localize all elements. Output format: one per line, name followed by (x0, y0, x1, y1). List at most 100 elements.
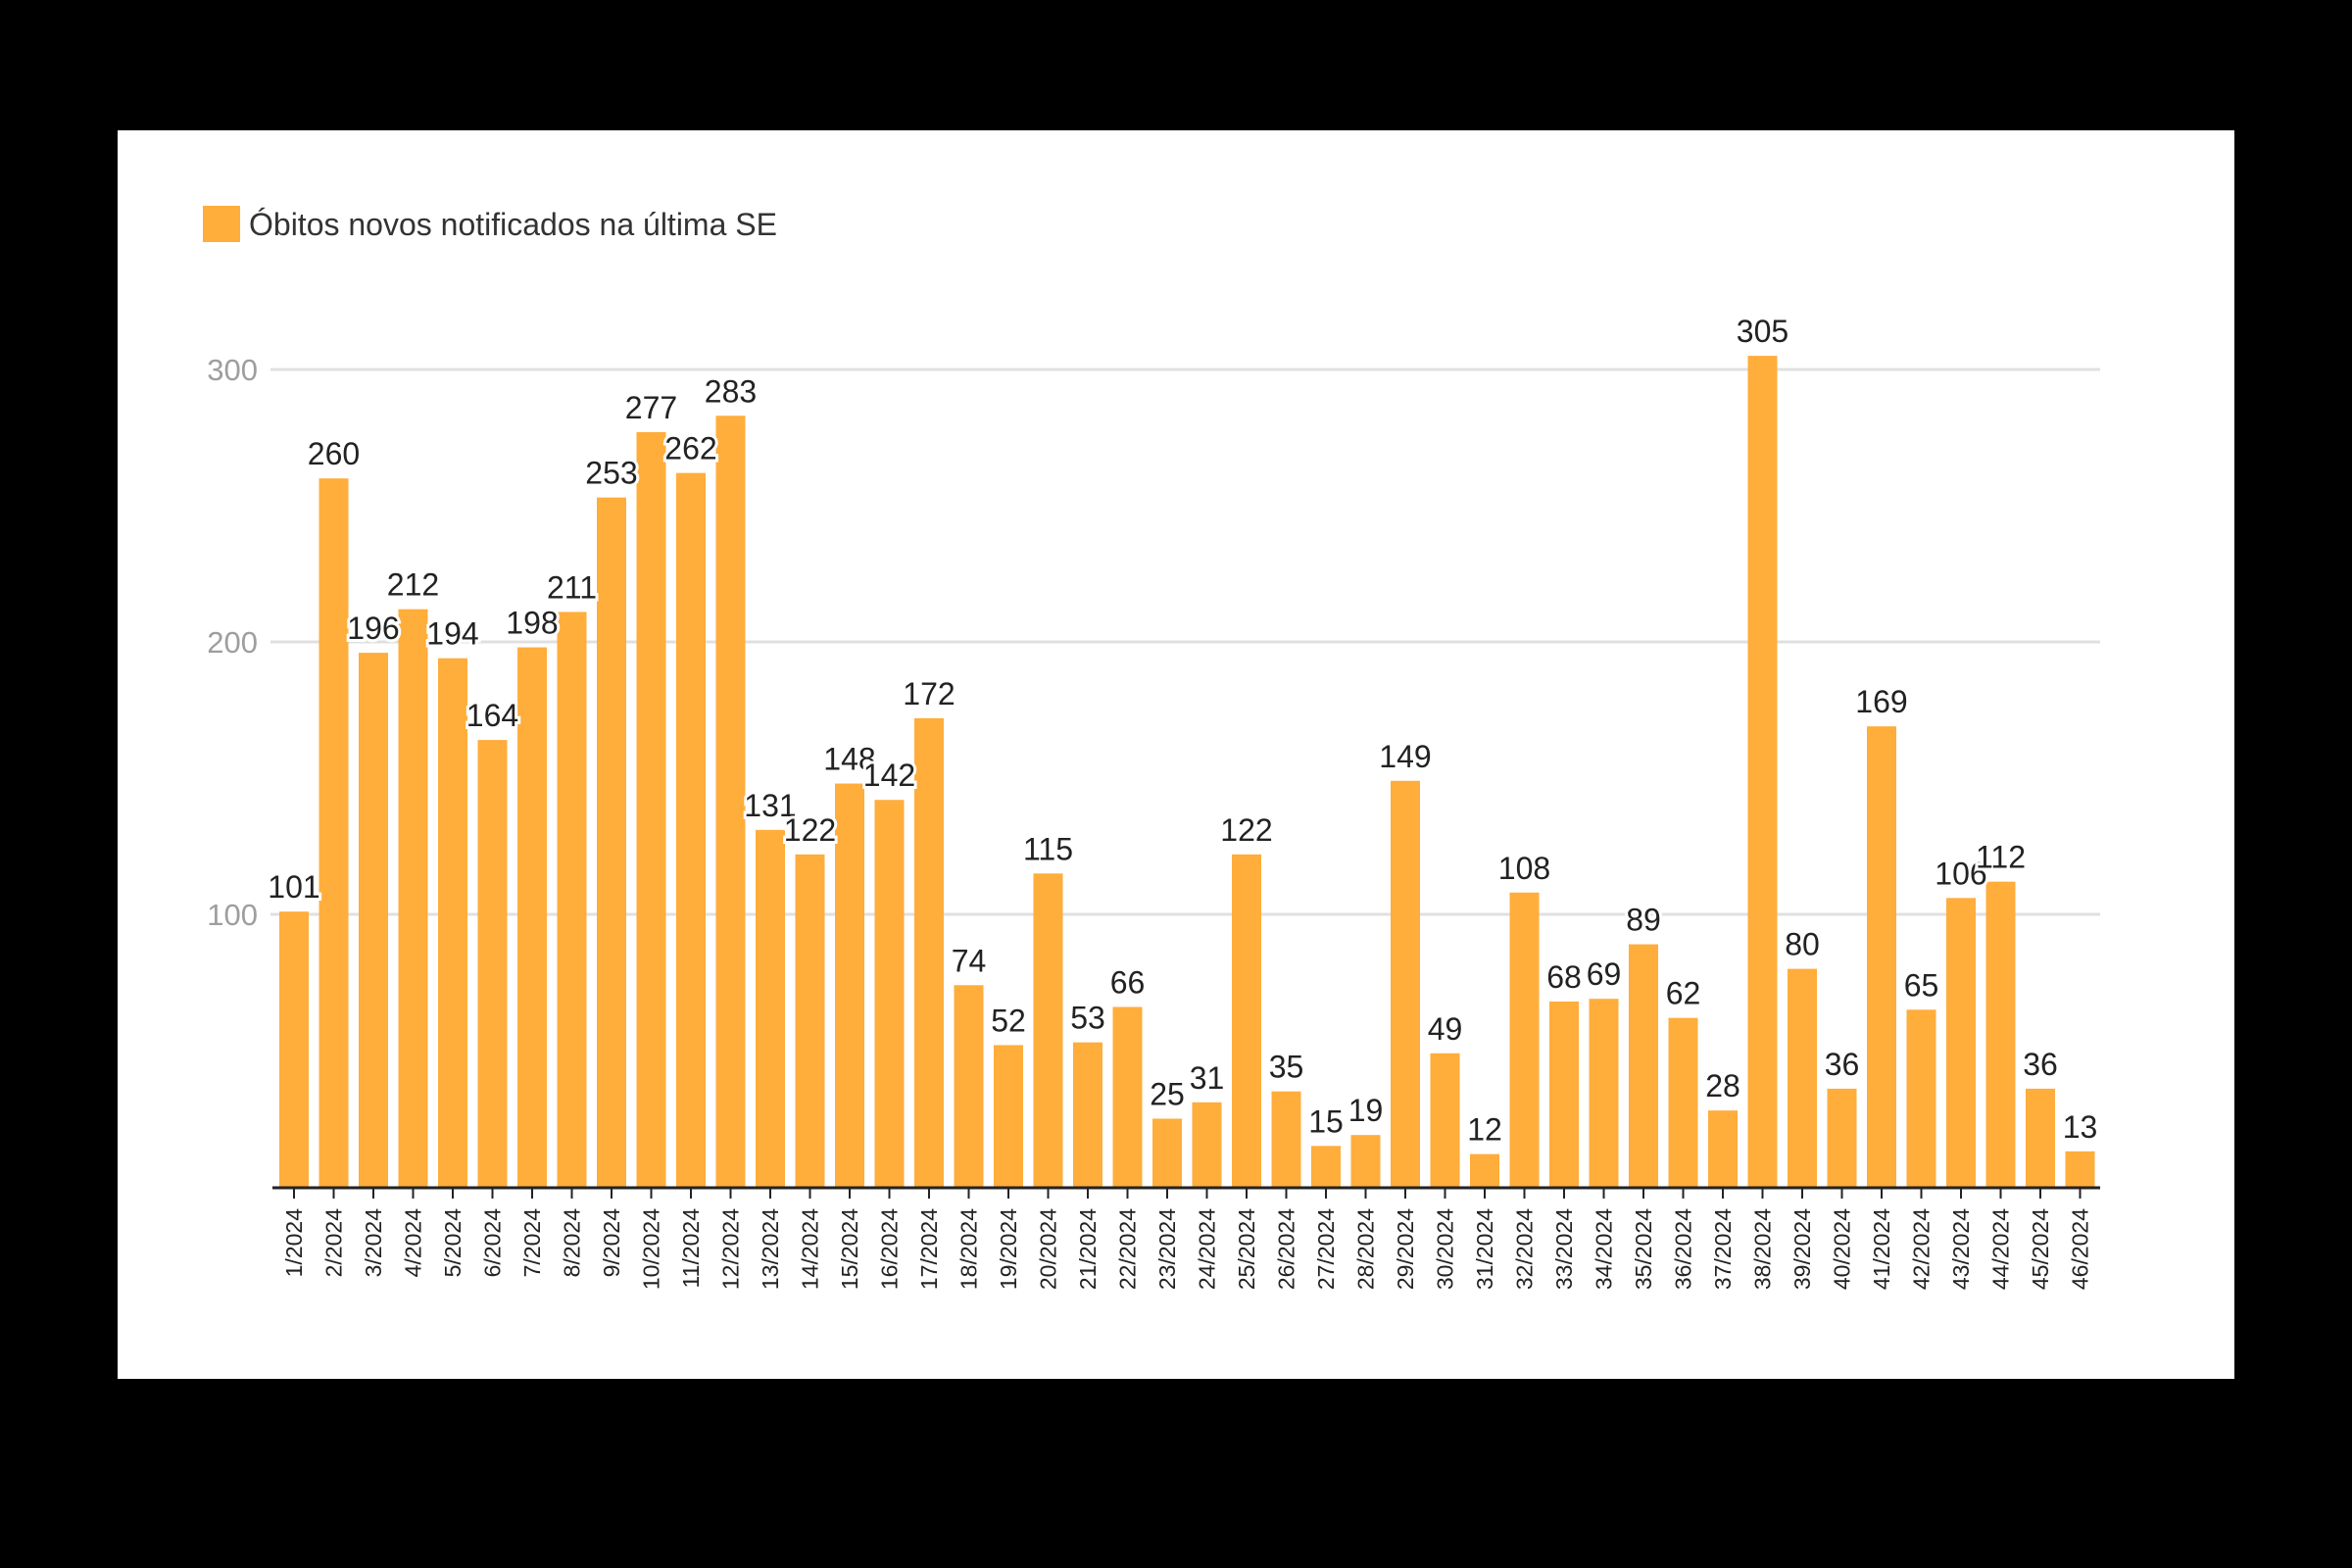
x-tick-label: 26/2024 (1274, 1208, 1299, 1290)
data-label: 69 (1587, 956, 1622, 992)
data-label: 283 (705, 373, 757, 409)
x-tick-label: 12/2024 (718, 1208, 744, 1290)
bar (318, 478, 349, 1187)
data-label: 122 (784, 812, 836, 848)
bar (914, 717, 944, 1187)
bar (1747, 356, 1778, 1188)
data-label: 212 (387, 567, 439, 603)
data-label: 101 (268, 869, 319, 905)
bar (1350, 1135, 1381, 1187)
bar (398, 609, 428, 1187)
data-label: 149 (1379, 739, 1431, 774)
x-tick-label: 29/2024 (1393, 1208, 1418, 1290)
data-label: 62 (1666, 976, 1701, 1011)
data-label: 25 (1150, 1077, 1185, 1112)
x-tick-label: 34/2024 (1592, 1208, 1617, 1290)
x-tick-label: 18/2024 (956, 1208, 982, 1290)
x-tick-label: 25/2024 (1234, 1208, 1259, 1290)
bar (1708, 1110, 1738, 1187)
data-label: 253 (585, 456, 637, 491)
x-tick-label: 5/2024 (440, 1208, 466, 1278)
bar (1946, 898, 1976, 1187)
data-label: 262 (664, 431, 716, 466)
x-tick-label: 38/2024 (1750, 1208, 1776, 1290)
data-label: 131 (744, 788, 796, 823)
data-label: 19 (1348, 1093, 1384, 1128)
x-tick-label: 15/2024 (837, 1208, 862, 1290)
data-label: 49 (1428, 1011, 1463, 1047)
data-label: 164 (466, 698, 518, 733)
bar (1589, 999, 1619, 1187)
data-label: 148 (823, 742, 875, 777)
bar (1033, 873, 1063, 1187)
x-tick-label: 37/2024 (1710, 1208, 1736, 1290)
x-tick-label: 46/2024 (2068, 1208, 2093, 1290)
data-label: 68 (1546, 959, 1582, 995)
x-tick-label: 35/2024 (1631, 1208, 1656, 1290)
x-tick-label: 40/2024 (1830, 1208, 1855, 1290)
x-tick-label: 14/2024 (798, 1208, 823, 1290)
bar (2065, 1151, 2095, 1187)
data-label: 80 (1785, 927, 1820, 962)
data-label: 12 (1467, 1112, 1502, 1148)
bar (477, 740, 508, 1187)
data-label: 211 (547, 569, 597, 605)
data-label: 66 (1110, 965, 1146, 1001)
x-tick-label: 30/2024 (1433, 1208, 1458, 1290)
data-label: 65 (1904, 967, 1939, 1003)
data-label: 89 (1626, 903, 1661, 938)
bar (874, 800, 905, 1187)
bar (1985, 881, 2016, 1187)
data-label: 108 (1498, 851, 1550, 886)
data-label: 260 (308, 436, 360, 471)
bar (1509, 892, 1540, 1187)
legend-label: Óbitos novos notificados na última SE (249, 207, 777, 242)
y-tick-label: 300 (207, 353, 258, 387)
x-tick-label: 2/2024 (321, 1208, 347, 1278)
data-label: 74 (952, 943, 987, 978)
x-tick-label: 7/2024 (519, 1208, 545, 1278)
bar (954, 985, 984, 1187)
chart-card: 100 200 300 101 260 196 212 194 164 198 211 253 277… (118, 130, 2234, 1379)
bar (636, 431, 666, 1187)
data-label: 305 (1737, 314, 1788, 349)
x-tick-label: 44/2024 (1988, 1208, 2014, 1290)
bar (1827, 1088, 1857, 1187)
x-tick-label: 17/2024 (916, 1208, 942, 1290)
data-label: 36 (2023, 1047, 2058, 1082)
x-tick-label: 11/2024 (678, 1208, 704, 1289)
bar (597, 497, 626, 1187)
x-tick-label: 45/2024 (2028, 1208, 2053, 1290)
x-tick-label: 31/2024 (1472, 1208, 1497, 1290)
data-label: 31 (1190, 1060, 1225, 1096)
data-label: 28 (1705, 1068, 1740, 1103)
bar (438, 658, 467, 1187)
x-tick-label: 20/2024 (1036, 1208, 1061, 1290)
x-tick-label: 32/2024 (1512, 1208, 1538, 1290)
data-label: 112 (1976, 840, 2026, 875)
bar (1430, 1053, 1460, 1187)
bar (994, 1045, 1023, 1187)
data-label: 169 (1855, 684, 1907, 719)
data-label: 15 (1308, 1103, 1344, 1139)
data-label: 122 (1220, 812, 1272, 848)
bar (1788, 968, 1817, 1187)
x-tick-label: 39/2024 (1789, 1208, 1815, 1290)
x-tick-label: 8/2024 (560, 1208, 585, 1278)
x-tick-label: 4/2024 (401, 1208, 426, 1278)
x-tick-label: 1/2024 (281, 1208, 307, 1278)
bar (835, 783, 864, 1187)
bar (1152, 1118, 1182, 1187)
x-tick-label: 33/2024 (1551, 1208, 1577, 1290)
bar (279, 911, 309, 1187)
bar (756, 829, 785, 1187)
bar (1112, 1006, 1143, 1187)
bar (1232, 854, 1261, 1187)
x-tick-label: 3/2024 (361, 1208, 386, 1278)
data-label: 196 (347, 611, 399, 646)
data-label: 142 (863, 758, 915, 793)
bar (1391, 780, 1420, 1187)
data-label: 53 (1070, 1001, 1105, 1036)
x-tick-label: 24/2024 (1195, 1208, 1220, 1290)
